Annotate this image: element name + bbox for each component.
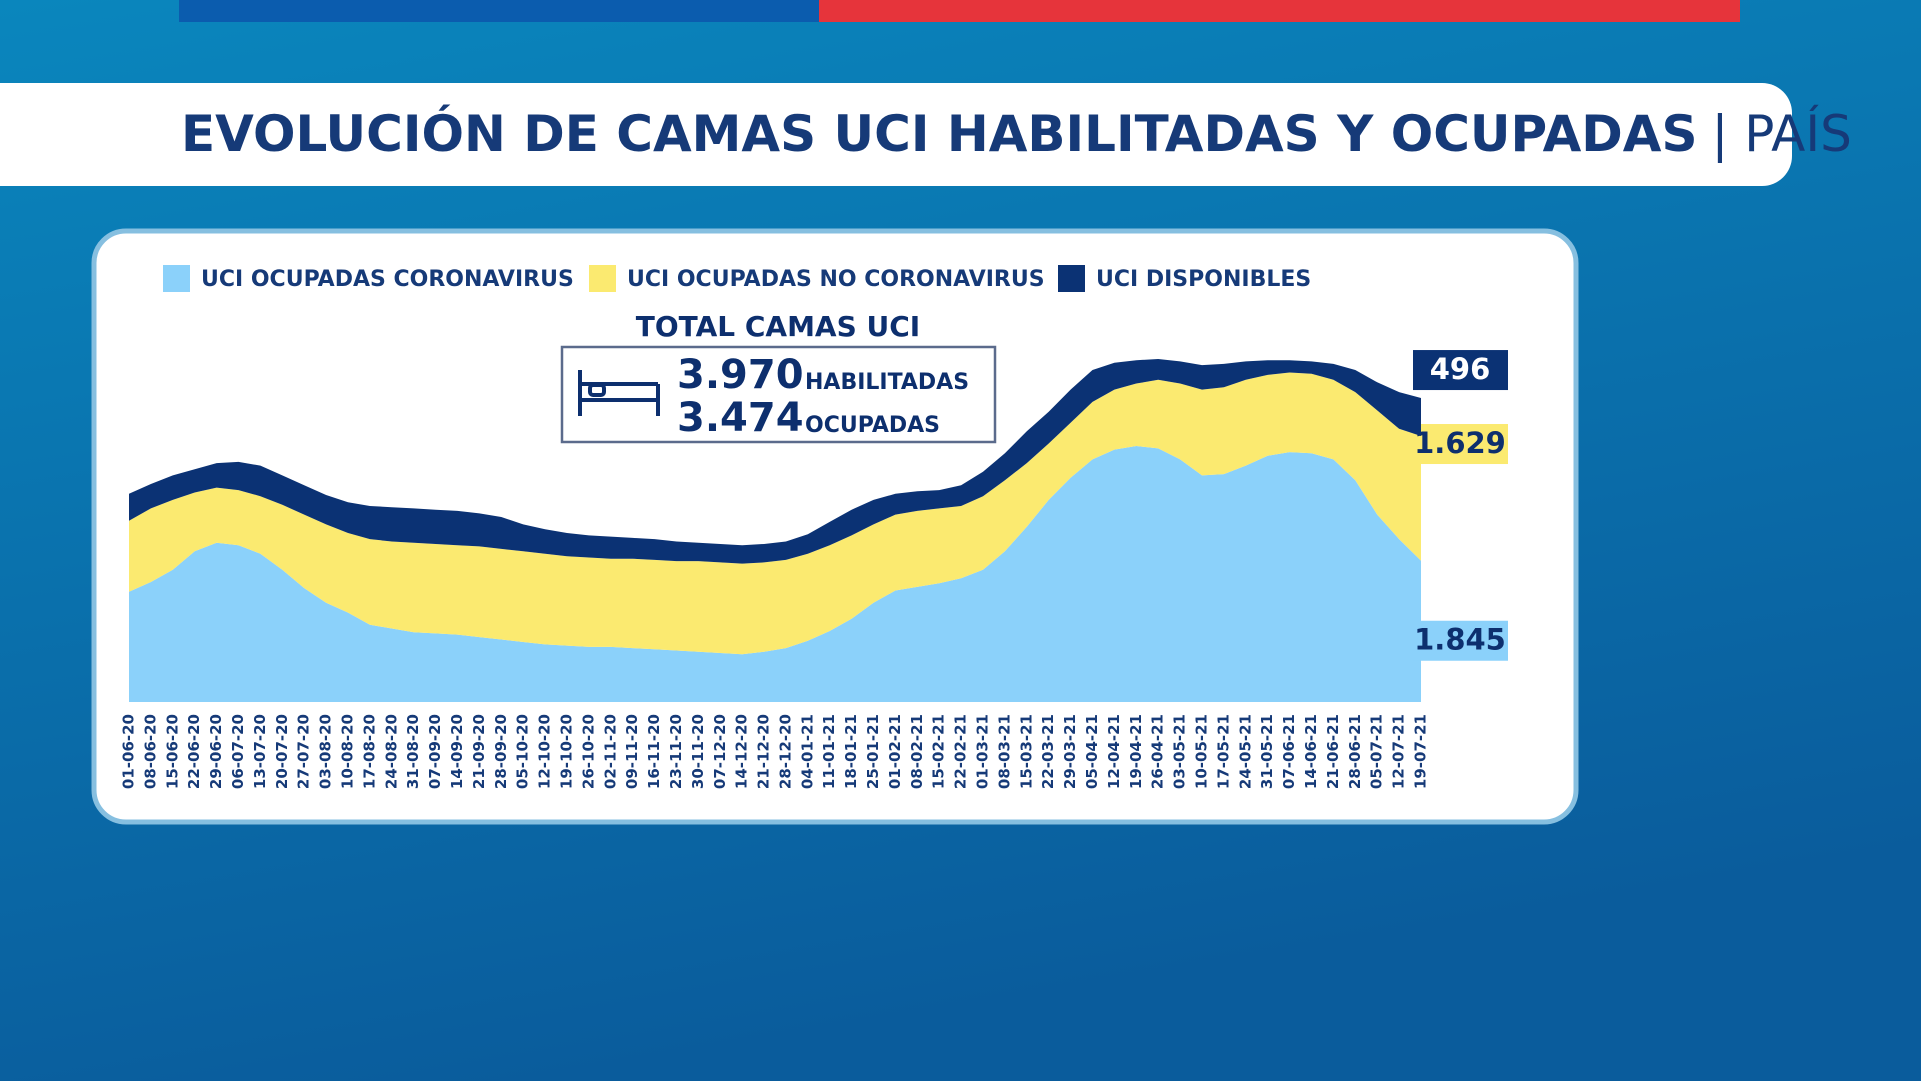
x-tick-label: 01-06-20 xyxy=(120,714,138,789)
x-tick-label: 23-11-20 xyxy=(667,714,685,789)
end-label-box xyxy=(1413,620,1508,661)
end-label-text: 1.845 xyxy=(1414,623,1506,657)
end-label-text: 1.629 xyxy=(1414,426,1506,460)
legend-swatch xyxy=(163,265,190,292)
legend-label: UCI OCUPADAS CORONAVIRUS xyxy=(201,267,574,292)
x-tick-label: 31-08-20 xyxy=(404,714,422,789)
bed-icon xyxy=(578,370,660,416)
x-tick-label: 03-05-21 xyxy=(1171,714,1189,789)
x-tick-label: 11-01-21 xyxy=(820,714,838,789)
x-tick-label: 21-06-21 xyxy=(1324,714,1342,789)
summary-value: 3.474 xyxy=(677,395,804,441)
title-suffix: | PAÍS xyxy=(1711,104,1851,163)
x-tick-label: 22-03-21 xyxy=(1039,714,1057,789)
x-tick-label: 05-10-20 xyxy=(514,714,532,789)
x-tick-label: 12-07-21 xyxy=(1390,714,1408,789)
x-tick-label: 01-02-21 xyxy=(886,714,904,789)
x-tick-label: 14-09-20 xyxy=(448,714,466,789)
x-tick-label: 16-11-20 xyxy=(645,714,663,789)
x-tick-label: 15-06-20 xyxy=(163,714,181,789)
bed-pillow xyxy=(588,383,606,397)
x-tick-label: 26-04-21 xyxy=(1149,714,1167,789)
legend-swatch xyxy=(1058,265,1085,292)
end-label-box xyxy=(1413,424,1508,465)
x-tick-label: 19-10-20 xyxy=(558,714,576,789)
x-tick-label: 03-08-20 xyxy=(317,714,335,789)
bed-frame xyxy=(578,370,660,416)
x-tick-label: 09-11-20 xyxy=(623,714,641,789)
x-tick-label: 07-06-21 xyxy=(1280,714,1298,789)
x-tick-label: 06-07-20 xyxy=(229,714,247,789)
area xyxy=(129,359,1421,564)
x-tick-label: 08-02-21 xyxy=(908,714,926,789)
legend-label: UCI DISPONIBLES xyxy=(1096,267,1311,292)
x-tick-label: 02-11-20 xyxy=(601,714,619,789)
summary-label: HABILITADAS xyxy=(805,370,969,395)
x-tick-label: 13-07-20 xyxy=(251,714,269,789)
area xyxy=(129,372,1421,655)
title-main: EVOLUCIÓN DE CAMAS UCI HABILITADAS Y OCU… xyxy=(181,104,1697,163)
x-tick-label: 17-05-21 xyxy=(1214,714,1232,789)
flag-stripe-blue xyxy=(179,0,819,22)
x-tick-label: 05-04-21 xyxy=(1083,714,1101,789)
summary-value: 3.970 xyxy=(677,352,804,398)
summary-title: TOTAL CAMAS UCI xyxy=(636,310,920,343)
title: EVOLUCIÓN DE CAMAS UCI HABILITADAS Y OCU… xyxy=(181,104,1852,163)
x-tick-label: 12-10-20 xyxy=(536,714,554,789)
x-tick-label: 28-12-20 xyxy=(776,714,794,789)
x-tick-label: 07-09-20 xyxy=(426,714,444,789)
x-tick-label: 27-07-20 xyxy=(295,714,313,789)
x-tick-label: 26-10-20 xyxy=(579,714,597,789)
x-tick-label: 10-08-20 xyxy=(339,714,357,789)
x-tick-label: 15-03-21 xyxy=(1017,714,1035,789)
legend-swatch xyxy=(589,265,616,292)
x-tick-label: 10-05-21 xyxy=(1193,714,1211,789)
x-tick-label: 25-01-21 xyxy=(864,714,882,789)
title-bar xyxy=(0,83,1792,186)
x-tick-label: 08-03-21 xyxy=(995,714,1013,789)
x-tick-label: 30-11-20 xyxy=(689,714,707,789)
x-tick-label: 29-06-20 xyxy=(207,714,225,789)
x-tick-label: 01-03-21 xyxy=(974,714,992,789)
x-tick-label: 05-07-21 xyxy=(1368,714,1386,789)
x-tick-label: 22-02-21 xyxy=(952,714,970,789)
legend-label: UCI OCUPADAS NO CORONAVIRUS xyxy=(627,267,1045,292)
x-tick-label: 15-02-21 xyxy=(930,714,948,789)
x-tick-label: 19-04-21 xyxy=(1127,714,1145,789)
x-tick-label: 21-12-20 xyxy=(755,714,773,789)
x-tick-label: 31-05-21 xyxy=(1258,714,1276,789)
x-tick-label: 28-06-21 xyxy=(1346,714,1364,789)
end-label: 1.629 xyxy=(1413,424,1508,465)
x-tick-label: 22-06-20 xyxy=(185,714,203,789)
x-tick-label: 14-12-20 xyxy=(733,714,751,789)
x-tick-label: 20-07-20 xyxy=(273,714,291,789)
x-tick-label: 08-06-20 xyxy=(141,714,159,789)
x-tick-label: 29-03-21 xyxy=(1061,714,1079,789)
x-tick-label: 14-06-21 xyxy=(1302,714,1320,789)
x-tick-label: 24-05-21 xyxy=(1236,714,1254,789)
x-tick-label: 19-07-21 xyxy=(1412,714,1430,789)
area xyxy=(129,446,1421,702)
end-label: 496 xyxy=(1413,350,1508,391)
x-tick-label: 18-01-21 xyxy=(842,714,860,789)
summary-box xyxy=(560,345,997,444)
x-tick-label: 24-08-20 xyxy=(382,714,400,789)
end-label-box xyxy=(1413,350,1508,391)
summary-label: OCUPADAS xyxy=(805,413,940,438)
x-tick-label: 12-04-21 xyxy=(1105,714,1123,789)
x-tick-label: 17-08-20 xyxy=(360,714,378,789)
flag-stripe-red xyxy=(819,0,1740,22)
x-tick-label: 28-09-20 xyxy=(492,714,510,789)
end-label: 1.845 xyxy=(1413,620,1508,661)
x-tick-label: 07-12-20 xyxy=(711,714,729,789)
x-tick-label: 21-09-20 xyxy=(470,714,488,789)
end-label-text: 496 xyxy=(1430,352,1491,386)
x-tick-label: 04-01-21 xyxy=(798,714,816,789)
